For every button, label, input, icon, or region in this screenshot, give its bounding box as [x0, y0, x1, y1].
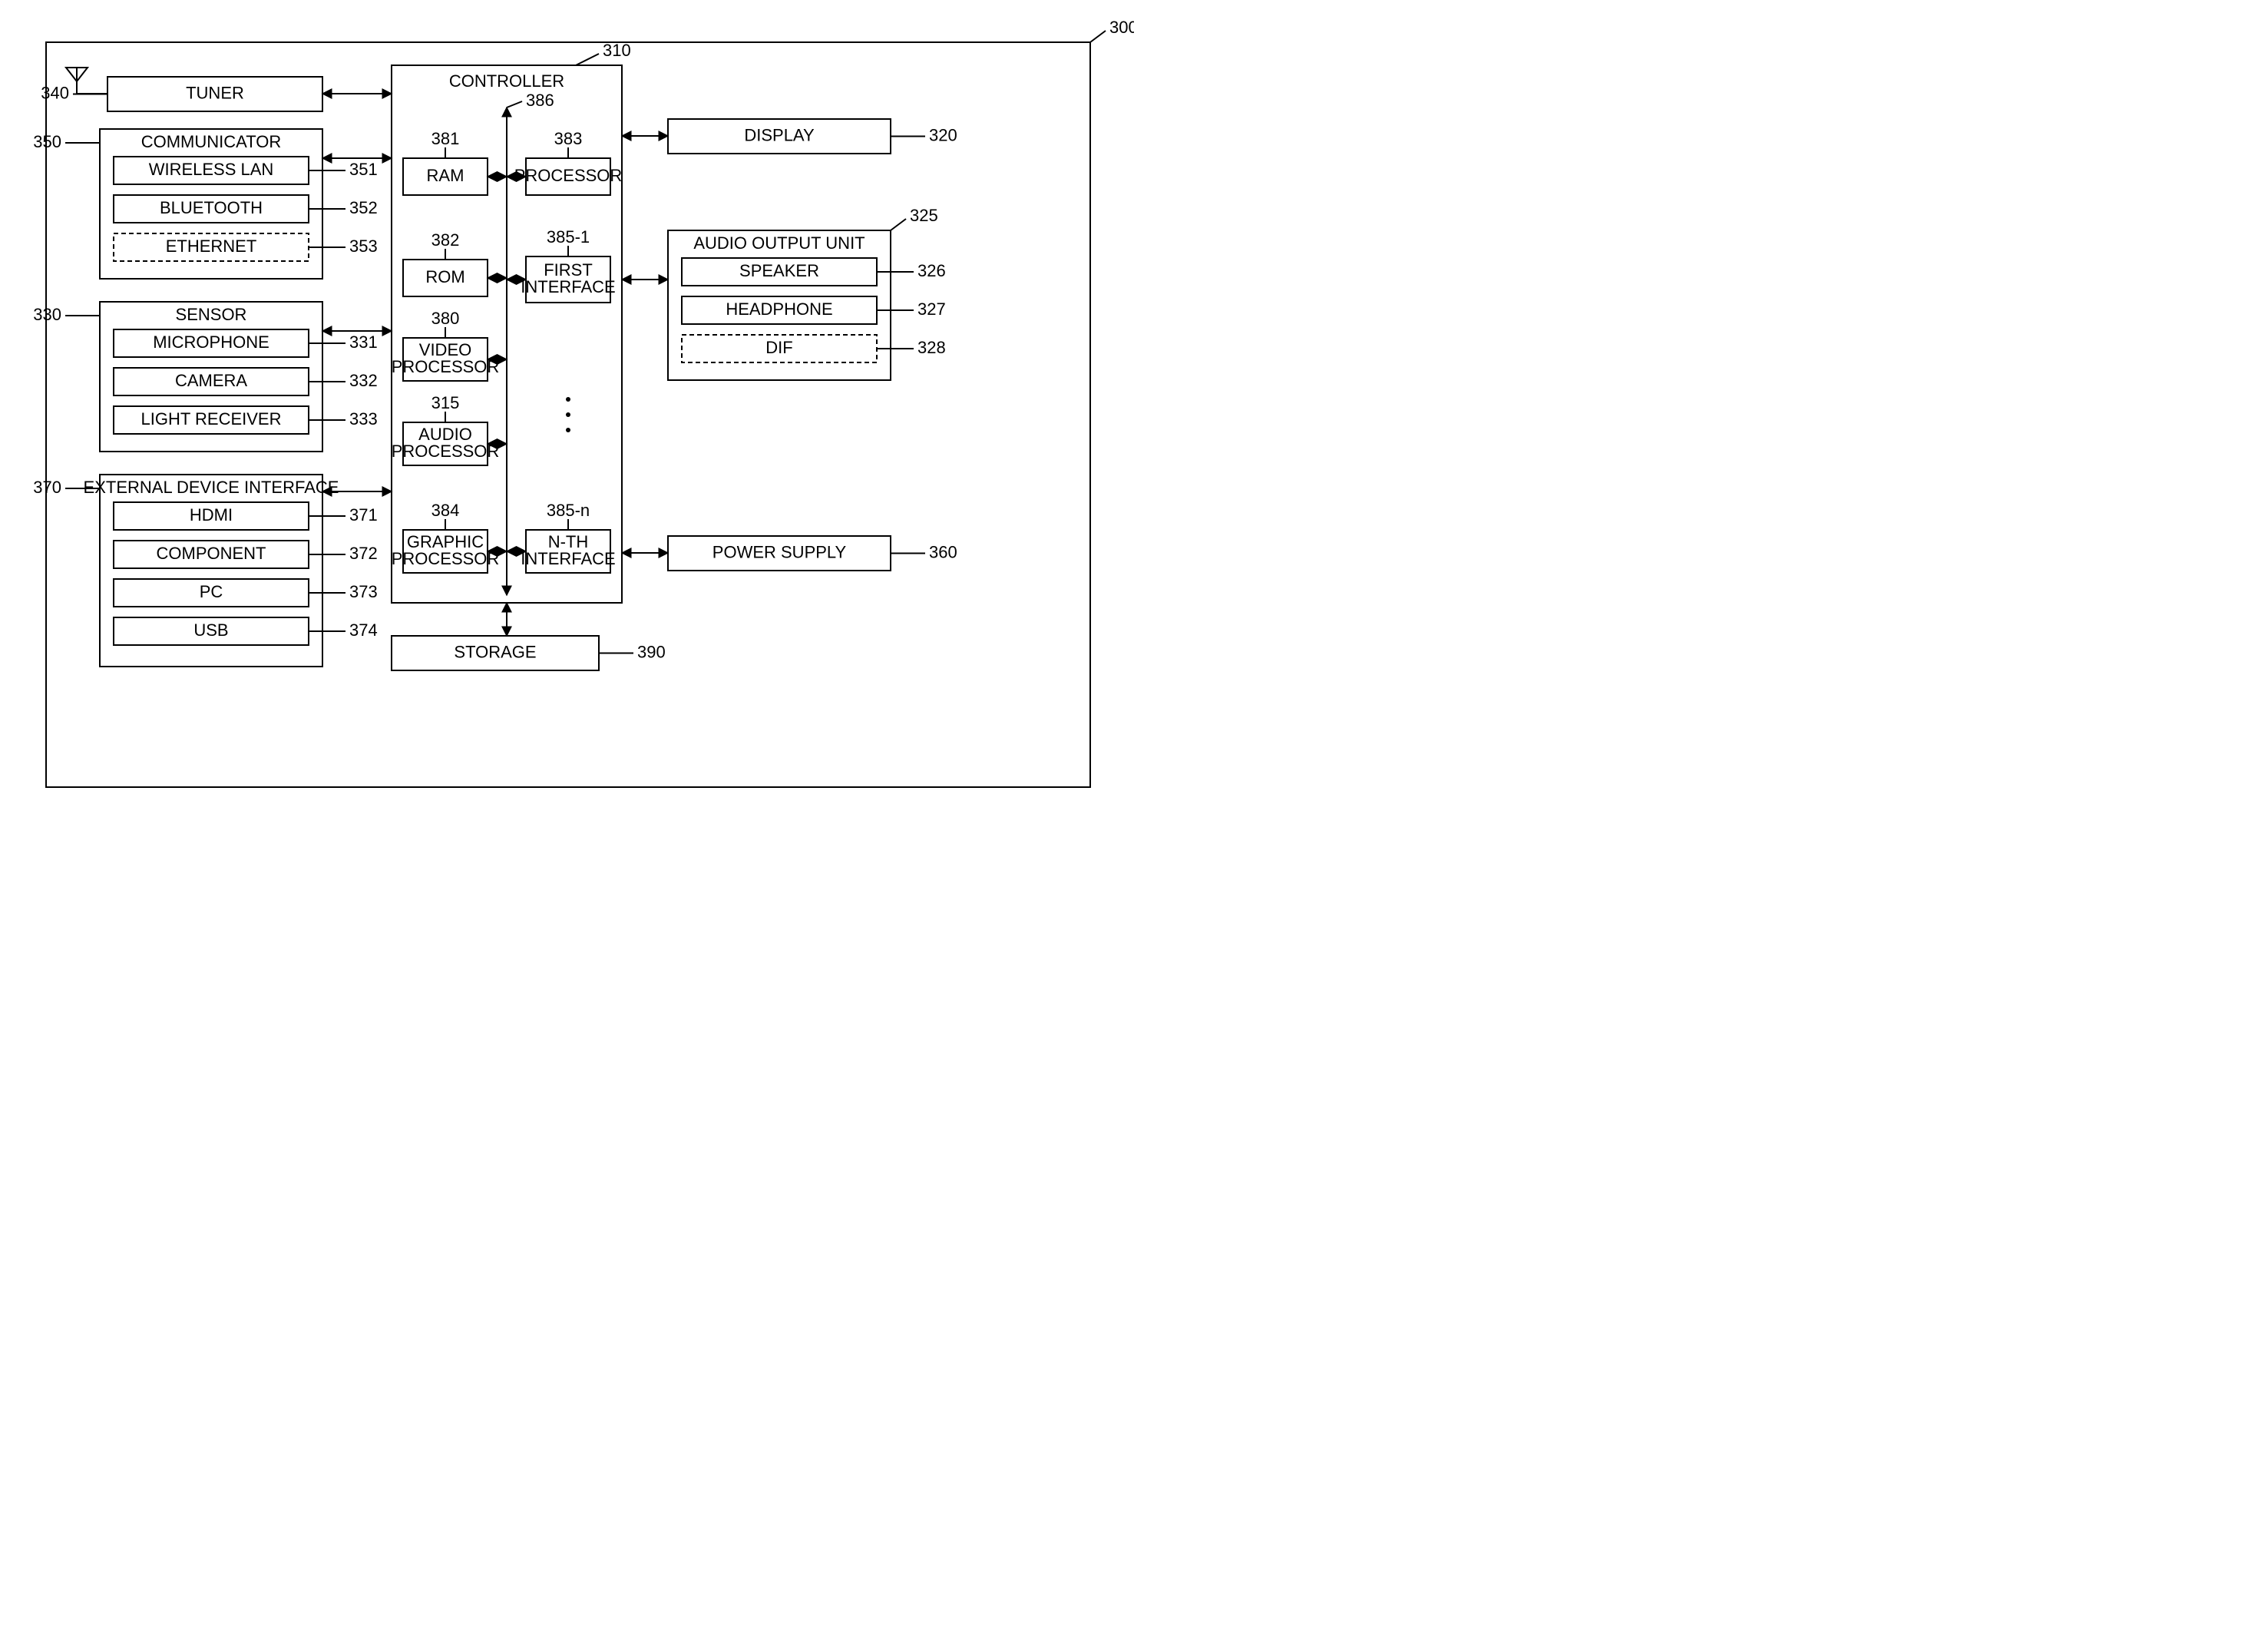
controller-title: CONTROLLER — [449, 71, 564, 91]
audio_out-item-1-ref: 327 — [917, 299, 946, 319]
ctrl-right-2-label: INTERFACE — [521, 549, 615, 568]
ext-item-0-label: HDMI — [190, 505, 233, 524]
ctrl-right-0-ref: 383 — [554, 129, 583, 148]
ext-title: EXTERNAL DEVICE INTERFACE — [84, 478, 339, 497]
ctrl-left-2-label: PROCESSOR — [392, 357, 500, 376]
ctrl-left-4-ref: 384 — [431, 501, 460, 520]
audio_out-item-1-label: HEADPHONE — [726, 299, 832, 319]
sensor-item-2-label: LIGHT RECEIVER — [141, 409, 282, 429]
sensor-ref: 330 — [33, 305, 61, 324]
display-ref: 320 — [929, 125, 957, 144]
audio_out-item-2-ref: 328 — [917, 338, 946, 357]
audio_out-ref: 325 — [910, 206, 938, 225]
communicator-item-1-ref: 352 — [349, 198, 378, 217]
ellipsis-dot — [566, 397, 570, 402]
ctrl-right-1-ref: 385-1 — [547, 227, 590, 247]
tuner-label: TUNER — [186, 83, 244, 102]
storage-ref: 390 — [637, 642, 666, 661]
sensor-title: SENSOR — [176, 305, 247, 324]
power-ref: 360 — [929, 542, 957, 561]
ctrl-left-1-label: ROM — [425, 267, 465, 286]
audio_out-title: AUDIO OUTPUT UNIT — [693, 233, 865, 253]
ext-item-2-label: PC — [200, 582, 223, 601]
ctrl-left-1-ref: 382 — [431, 230, 460, 250]
communicator-ref: 350 — [33, 132, 61, 151]
communicator-item-0-label: WIRELESS LAN — [149, 160, 274, 179]
ext-item-3-label: USB — [193, 620, 228, 640]
ctrl-left-3-label: PROCESSOR — [392, 442, 500, 461]
ctrl-left-0-label: RAM — [427, 166, 465, 185]
communicator-item-0-ref: 351 — [349, 160, 378, 179]
ctrl-right-0-label: PROCESSOR — [514, 166, 623, 185]
ctrl-left-4-label: PROCESSOR — [392, 549, 500, 568]
power-label: POWER SUPPLY — [712, 542, 847, 561]
controller-ref: 310 — [603, 41, 631, 60]
bus-ref: 386 — [526, 91, 554, 110]
communicator-item-2-ref: 353 — [349, 237, 378, 256]
ext-item-2-ref: 373 — [349, 582, 378, 601]
ctrl-left-0-ref: 381 — [431, 129, 460, 148]
leader — [1090, 31, 1106, 42]
ext-item-1-ref: 372 — [349, 544, 378, 563]
ext-item-0-ref: 371 — [349, 505, 378, 524]
storage-label: STORAGE — [454, 642, 536, 661]
ctrl-left-2-ref: 380 — [431, 309, 460, 328]
audio_out-item-2-label: DIF — [765, 338, 792, 357]
ext-item-3-ref: 374 — [349, 620, 378, 640]
ctrl-left-3-ref: 315 — [431, 393, 460, 412]
communicator-item-1-label: BLUETOOTH — [160, 198, 263, 217]
ellipsis-dot — [566, 412, 570, 417]
sensor-item-1-ref: 332 — [349, 371, 378, 390]
ctrl-right-2-ref: 385-n — [547, 501, 590, 520]
communicator-title: COMMUNICATOR — [141, 132, 282, 151]
sensor-item-0-ref: 331 — [349, 333, 378, 352]
sensor-item-2-ref: 333 — [349, 409, 378, 429]
ellipsis-dot — [566, 428, 570, 432]
outer-ref: 300 — [1109, 18, 1134, 37]
communicator-item-2-label: ETHERNET — [166, 237, 257, 256]
audio_out-item-0-ref: 326 — [917, 261, 946, 280]
display-label: DISPLAY — [744, 125, 815, 144]
tuner-ref: 340 — [41, 83, 69, 102]
audio_out-item-0-label: SPEAKER — [739, 261, 819, 280]
ext-item-1-label: COMPONENT — [157, 544, 266, 563]
sensor-item-1-label: CAMERA — [175, 371, 247, 390]
sensor-item-0-label: MICROPHONE — [153, 333, 269, 352]
ext-ref: 370 — [33, 478, 61, 497]
ctrl-right-1-label: INTERFACE — [521, 277, 615, 296]
